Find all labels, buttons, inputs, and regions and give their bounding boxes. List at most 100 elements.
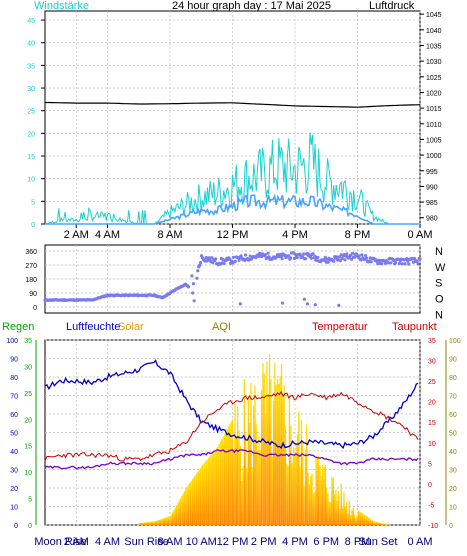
solar-bar xyxy=(347,513,349,525)
wind-avg-line xyxy=(45,193,419,225)
solar-bar xyxy=(257,450,259,525)
solar-bar xyxy=(160,519,162,525)
humidity-tick-label: 10 xyxy=(24,470,32,477)
solar-bar xyxy=(262,363,264,525)
time-event-label: 2 PM xyxy=(251,536,277,548)
solar-bar xyxy=(157,520,159,525)
solar-bar xyxy=(314,491,316,525)
direction-point xyxy=(313,303,317,307)
solar-bar xyxy=(343,492,345,525)
solar-bar xyxy=(227,426,229,525)
temperature-tick-label: 30 xyxy=(428,359,436,366)
panel3-legend: Regen Luftfeuchte Solar AQI Temperatur T… xyxy=(2,321,437,333)
solar-bar xyxy=(207,458,210,525)
solar-bar xyxy=(211,453,214,525)
humidity-tick-label: 5 xyxy=(28,497,32,504)
direction-point xyxy=(302,297,306,301)
solar-bar xyxy=(246,467,248,525)
direction-point xyxy=(403,262,407,266)
solar-bar xyxy=(380,523,382,525)
solar-bar xyxy=(218,444,220,525)
direction-point xyxy=(389,261,393,265)
solar-bar xyxy=(210,454,212,525)
rain-tick-label: 60 xyxy=(10,412,18,419)
solar-bar xyxy=(326,487,328,525)
solar-bar xyxy=(276,378,279,525)
direction-point xyxy=(337,303,341,307)
solar-bar xyxy=(295,444,297,525)
solar-bar xyxy=(315,458,317,525)
solar-bar xyxy=(201,465,203,525)
time-event-label: Moon Rise xyxy=(34,536,87,548)
direction-point xyxy=(195,276,199,280)
time-tick-label: 12 PM xyxy=(217,229,249,241)
solar-bar xyxy=(284,425,287,525)
solar-bar xyxy=(238,430,240,525)
rain-tick-label: 100 xyxy=(6,338,18,345)
solar-bar xyxy=(327,493,329,525)
solar-bar xyxy=(311,473,313,525)
solar-bar xyxy=(214,450,216,525)
time-tick-label: 4 AM xyxy=(95,229,120,241)
solar-bar xyxy=(161,518,163,525)
direction-point xyxy=(279,254,283,258)
solar-bar xyxy=(270,379,272,525)
solar-bar xyxy=(253,405,255,525)
wind-tick-label: 0 xyxy=(31,222,35,229)
wind-tick-label: 25 xyxy=(27,109,35,116)
direction-point xyxy=(365,256,369,260)
solar-bar xyxy=(282,397,284,525)
solar-bar xyxy=(308,484,311,525)
wind-tick-label: 5 xyxy=(31,199,35,206)
solar-bar xyxy=(351,509,353,525)
direction-point xyxy=(233,259,237,263)
solar-bar xyxy=(280,364,283,525)
direction-point xyxy=(340,257,344,261)
solar-bar xyxy=(226,429,228,525)
humidity-tick-label: 25 xyxy=(24,391,32,398)
time-axis-ticks: 2 AM 4 AM 8 AM 12 PM 4 PM 8 PM 0 AM xyxy=(64,224,433,241)
solar-bar xyxy=(349,515,352,525)
wind-tick-label: 30 xyxy=(27,86,35,93)
solar-bars xyxy=(138,354,390,525)
degree-tick-label: 360 xyxy=(25,249,37,256)
direction-point xyxy=(237,258,241,262)
percent-axis-ticks: 0 10 20 30 40 50 60 70 80 90 100 xyxy=(445,338,461,530)
solar-bar xyxy=(357,510,360,525)
solar-bar xyxy=(307,472,309,525)
direction-point xyxy=(280,301,285,305)
pressure-tick-label: 1015 xyxy=(426,106,442,113)
direction-point xyxy=(407,262,411,266)
solar-bar xyxy=(364,515,366,525)
direction-point xyxy=(386,261,390,265)
rain-tick-label: 40 xyxy=(10,449,18,456)
direction-point xyxy=(380,262,384,266)
solar-bar xyxy=(193,477,195,525)
temperature-tick-label: 10 xyxy=(428,441,436,448)
legend-humidity: Luftfeuchte xyxy=(66,321,120,333)
solar-bar xyxy=(348,500,350,525)
direction-point xyxy=(406,259,410,263)
solar-bar xyxy=(375,521,377,525)
direction-point xyxy=(326,260,330,264)
solar-bar xyxy=(219,441,222,525)
solar-bar xyxy=(222,436,224,525)
solar-bar xyxy=(223,434,226,525)
time-event-label: 6 PM xyxy=(313,536,339,548)
panel1-grid xyxy=(45,11,421,225)
compass-label: N xyxy=(435,246,443,258)
percent-tick-label: 10 xyxy=(449,505,457,512)
rain-tick-label: 70 xyxy=(10,394,18,401)
solar-bar xyxy=(241,481,243,525)
direction-point xyxy=(191,291,195,295)
solar-bar xyxy=(324,464,326,525)
wind-tick-label: 40 xyxy=(27,41,35,48)
pressure-tick-label: 1005 xyxy=(426,137,442,144)
percent-tick-label: 80 xyxy=(449,375,457,382)
direction-point xyxy=(352,255,356,259)
direction-point xyxy=(311,252,315,256)
wind-pressure-panel: Windstärke 24 hour graph day : 17 Mai 20… xyxy=(27,0,441,241)
solar-bar xyxy=(286,463,288,525)
solar-bar xyxy=(150,521,152,525)
solar-bar xyxy=(186,486,188,525)
